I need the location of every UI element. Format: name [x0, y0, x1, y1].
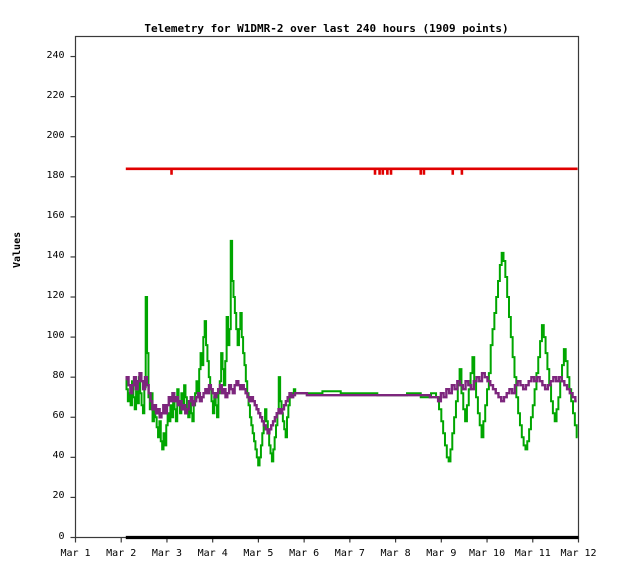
- plot-frame: [74, 35, 580, 539]
- x-tick-label: Mar 7: [334, 547, 365, 559]
- x-tick-label: Mar 6: [289, 547, 320, 559]
- y-tick-label: 240: [46, 49, 65, 61]
- y-tick-label: 140: [46, 249, 65, 261]
- chart-title: Telemetry for W1DMR-2 over last 240 hour…: [144, 22, 509, 35]
- x-tick-label: Mar 12: [560, 547, 597, 559]
- y-tick-label: 200: [46, 129, 65, 141]
- x-tick-label: Mar 9: [426, 547, 457, 559]
- x-tick-label: Mar 8: [380, 547, 411, 559]
- y-tick-label: 0: [58, 530, 65, 542]
- x-tick-label: Mar 1: [60, 547, 91, 559]
- y-tick-label: 60: [52, 410, 65, 422]
- x-tick-label: Mar 4: [197, 547, 228, 559]
- y-tick-label: 180: [46, 169, 65, 181]
- y-tick-label: 220: [46, 89, 65, 101]
- x-tick-label: Mar 3: [151, 547, 182, 559]
- x-tick-label: Mar 11: [514, 547, 551, 559]
- y-tick-label: 160: [46, 209, 65, 221]
- x-tick-label: Mar 5: [243, 547, 274, 559]
- x-tick-label: Mar 10: [468, 547, 506, 559]
- series-green: [125, 239, 578, 467]
- x-tick-label: Mar 2: [106, 547, 137, 559]
- series-purple: [125, 371, 577, 435]
- y-tick-label: 40: [52, 450, 65, 462]
- y-tick-label: 120: [46, 290, 65, 302]
- y-tick-label: 100: [46, 330, 65, 342]
- y-tick-label: 20: [52, 490, 65, 502]
- y-tick-label: 80: [52, 370, 65, 382]
